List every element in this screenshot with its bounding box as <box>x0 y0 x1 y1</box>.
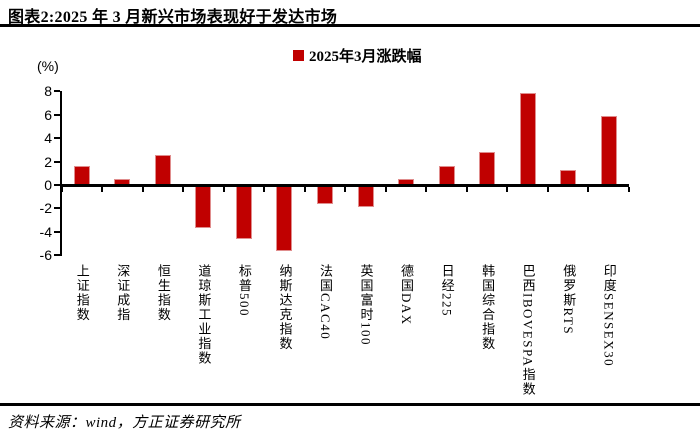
y-axis-tick <box>53 254 60 257</box>
x-axis-tick <box>465 187 468 192</box>
figure-title: 图表2:2025 年 3 月新兴市场表现好于发达市场 <box>8 9 338 26</box>
y-axis-tick-label: -2 <box>39 200 52 217</box>
y-axis-tick-label: 4 <box>44 130 52 147</box>
x-axis-tick <box>587 187 590 192</box>
y-axis-tick-label: 6 <box>44 106 52 123</box>
x-axis-tick <box>628 187 630 192</box>
y-axis-tick <box>53 137 60 140</box>
x-axis-tick <box>60 187 63 192</box>
x-axis-label: 印度SENSEX30 <box>601 264 617 368</box>
y-axis-tick-label: 2 <box>44 153 52 170</box>
bar <box>560 169 577 185</box>
bar <box>316 185 333 204</box>
y-axis-tick <box>53 184 60 186</box>
y-axis-tick-label: 8 <box>44 83 52 100</box>
bar <box>154 154 171 185</box>
bar <box>479 152 496 185</box>
bar <box>357 185 374 208</box>
x-axis-tick <box>303 187 306 192</box>
y-axis-tick <box>53 230 60 233</box>
x-axis-label: 道琼斯工业指数 <box>196 264 212 366</box>
bar <box>276 185 293 251</box>
x-axis-tick <box>425 187 428 192</box>
y-axis-tick <box>53 113 60 116</box>
chart-legend: 2025年3月涨跌幅 <box>293 45 422 66</box>
x-axis-label: 恒生指数 <box>155 264 171 322</box>
legend-swatch-icon <box>293 50 304 61</box>
source-note: 资料来源：wind，方正证券研究所 <box>8 415 241 431</box>
x-axis-label: 法国CAC40 <box>317 264 333 341</box>
y-axis-unit-label: (%) <box>37 58 59 74</box>
y-axis-tick <box>53 207 60 210</box>
y-axis-line <box>59 91 62 256</box>
bar <box>519 92 536 185</box>
x-axis-tick <box>506 187 509 192</box>
footer-divider <box>0 403 700 406</box>
x-axis-label: 纳斯达克指数 <box>277 264 293 351</box>
bar <box>235 185 252 239</box>
x-axis-tick <box>101 187 104 192</box>
y-axis-tick <box>53 160 60 163</box>
x-axis-label: 标普500 <box>236 264 252 317</box>
bar <box>438 166 455 185</box>
x-axis-label: 巴西IBOVESPA指数 <box>520 264 536 397</box>
y-axis-tick-label: 0 <box>44 177 52 193</box>
legend-label: 2025年3月涨跌幅 <box>309 49 422 65</box>
x-axis-tick <box>546 187 549 192</box>
bar <box>195 185 212 229</box>
x-axis-tick <box>384 187 387 192</box>
y-axis-tick <box>53 90 60 93</box>
y-axis-tick-label: -6 <box>39 247 52 264</box>
title-divider <box>0 24 700 27</box>
y-axis-tick-label: -4 <box>39 223 52 240</box>
x-axis-tick <box>141 187 144 192</box>
x-axis-label: 上证指数 <box>74 264 90 322</box>
x-axis-label: 日经225 <box>439 264 455 317</box>
x-axis-label: 深证成指 <box>115 264 131 322</box>
x-axis-label: 俄罗斯RTS <box>561 264 577 336</box>
x-axis-label: 德国DAX <box>399 264 415 326</box>
x-axis-tick <box>344 187 347 192</box>
x-axis-label: 韩国综合指数 <box>480 264 496 351</box>
bar <box>73 166 90 185</box>
bar <box>600 115 617 185</box>
x-axis-tick <box>222 187 225 192</box>
x-axis-line <box>59 184 629 187</box>
x-axis-tick <box>182 187 185 192</box>
x-axis-tick <box>263 187 266 192</box>
x-axis-label: 英国富时100 <box>358 264 374 346</box>
